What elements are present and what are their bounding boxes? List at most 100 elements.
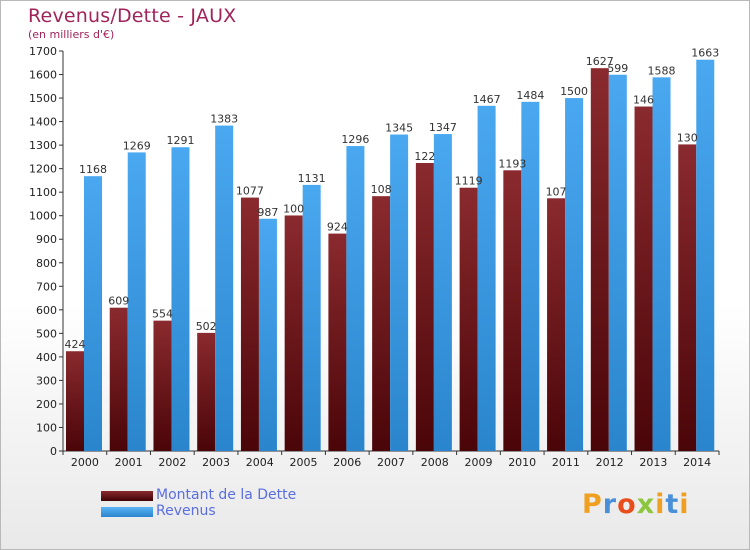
data-label: 1291 — [166, 134, 194, 147]
data-label: 130 — [677, 131, 698, 144]
y-tick-label: 1300 — [29, 139, 57, 152]
x-tick-label: 2009 — [464, 456, 492, 469]
bar-revenus — [346, 146, 365, 451]
y-tick-label: 300 — [36, 374, 57, 387]
x-tick-label: 2013 — [639, 456, 667, 469]
bar-revenus — [565, 98, 584, 451]
data-label: 1345 — [385, 122, 413, 135]
x-tick-label: 2008 — [421, 456, 449, 469]
data-label: 924 — [327, 221, 348, 234]
x-tick-label: 2014 — [683, 456, 711, 469]
logo-letter: x — [636, 489, 656, 520]
data-label: 1193 — [498, 157, 526, 170]
bar-dette — [240, 197, 259, 451]
bar-dette — [678, 144, 697, 452]
data-label: 502 — [196, 320, 217, 333]
bar-revenus — [521, 101, 540, 451]
x-tick-label: 2004 — [246, 456, 274, 469]
data-label: 1269 — [123, 139, 151, 152]
y-tick-label: 1000 — [29, 210, 57, 223]
x-tick-label: 2000 — [71, 456, 99, 469]
data-label: 108 — [371, 183, 392, 196]
bar-dette — [634, 106, 653, 451]
bar-dette — [284, 215, 303, 451]
legend-swatch-dette — [101, 491, 153, 501]
y-tick-label: 200 — [36, 398, 57, 411]
y-tick-label: 600 — [36, 304, 57, 317]
data-label: 146 — [633, 94, 654, 107]
bar-dette — [197, 332, 216, 451]
bar-dette — [153, 320, 172, 451]
y-tick-label: 1200 — [29, 163, 57, 176]
data-label: 1131 — [298, 172, 326, 185]
bar-revenus — [477, 105, 496, 451]
data-label: 554 — [152, 308, 173, 321]
bar-revenus — [215, 125, 234, 452]
data-label: 1347 — [429, 121, 457, 134]
data-label: 599 — [607, 62, 628, 75]
bar-revenus — [608, 74, 627, 451]
logo-letter: r — [602, 489, 618, 520]
bar-revenus — [696, 59, 715, 452]
data-label: 1484 — [516, 89, 544, 102]
y-tick-label: 800 — [36, 257, 57, 270]
logo-letter: P — [582, 489, 603, 520]
data-label: 122 — [414, 150, 435, 163]
y-tick-label: 1600 — [29, 69, 57, 82]
logo-letter: i — [679, 489, 690, 520]
proxiti-logo: Proxiti — [582, 489, 690, 520]
legend-swatch-revenus — [101, 507, 153, 517]
logo-letter: o — [617, 489, 637, 520]
bar-revenus — [433, 134, 452, 451]
x-tick-label: 2005 — [290, 456, 318, 469]
bar-revenus — [390, 134, 409, 451]
y-tick-label: 700 — [36, 280, 57, 293]
data-label: 987 — [257, 206, 278, 219]
data-label: 609 — [108, 295, 129, 308]
data-label: 1119 — [455, 175, 483, 188]
bar-dette — [459, 187, 478, 452]
data-label: 1168 — [79, 163, 107, 176]
data-label: 107 — [546, 185, 567, 198]
bar-dette — [547, 198, 566, 451]
bar-dette — [66, 351, 84, 451]
bar-revenus — [171, 147, 190, 451]
x-tick-label: 2002 — [158, 456, 186, 469]
legend-label-dette: Montant de la Dette — [156, 487, 297, 503]
bar-dette — [415, 163, 434, 451]
data-label: 424 — [65, 338, 86, 351]
legend-label-revenus: Revenus — [156, 503, 216, 519]
bar-revenus — [302, 184, 321, 451]
chart-subtitle: (en milliers d'€) — [28, 28, 115, 41]
x-tick-label: 2001 — [115, 456, 143, 469]
x-tick-label: 2012 — [596, 456, 624, 469]
y-tick-label: 100 — [36, 421, 57, 434]
data-label: 1588 — [648, 64, 676, 77]
bar-dette — [109, 307, 128, 451]
bar-dette — [372, 196, 391, 451]
x-tick-label: 2006 — [333, 456, 361, 469]
y-tick-label: 400 — [36, 351, 57, 364]
y-tick-label: 1700 — [29, 45, 57, 58]
data-label: 1467 — [473, 93, 501, 106]
x-tick-label: 2007 — [377, 456, 405, 469]
logo-letter: i — [655, 489, 666, 520]
x-tick-label: 2011 — [552, 456, 580, 469]
y-tick-label: 1100 — [29, 186, 57, 199]
bar-dette — [328, 233, 347, 451]
y-tick-label: 1500 — [29, 92, 57, 105]
bar-revenus — [84, 176, 102, 452]
y-tick-label: 900 — [36, 233, 57, 246]
bar-revenus — [127, 152, 146, 452]
logo-letter: t — [665, 489, 680, 520]
bar-revenus — [258, 218, 277, 451]
data-label: 100 — [283, 202, 304, 215]
y-tick-label: 1400 — [29, 116, 57, 129]
bar-dette — [503, 170, 522, 451]
y-tick-label: 500 — [36, 327, 57, 340]
data-label: 1296 — [341, 133, 369, 146]
bar-revenus — [652, 77, 671, 452]
x-tick-label: 2010 — [508, 456, 536, 469]
